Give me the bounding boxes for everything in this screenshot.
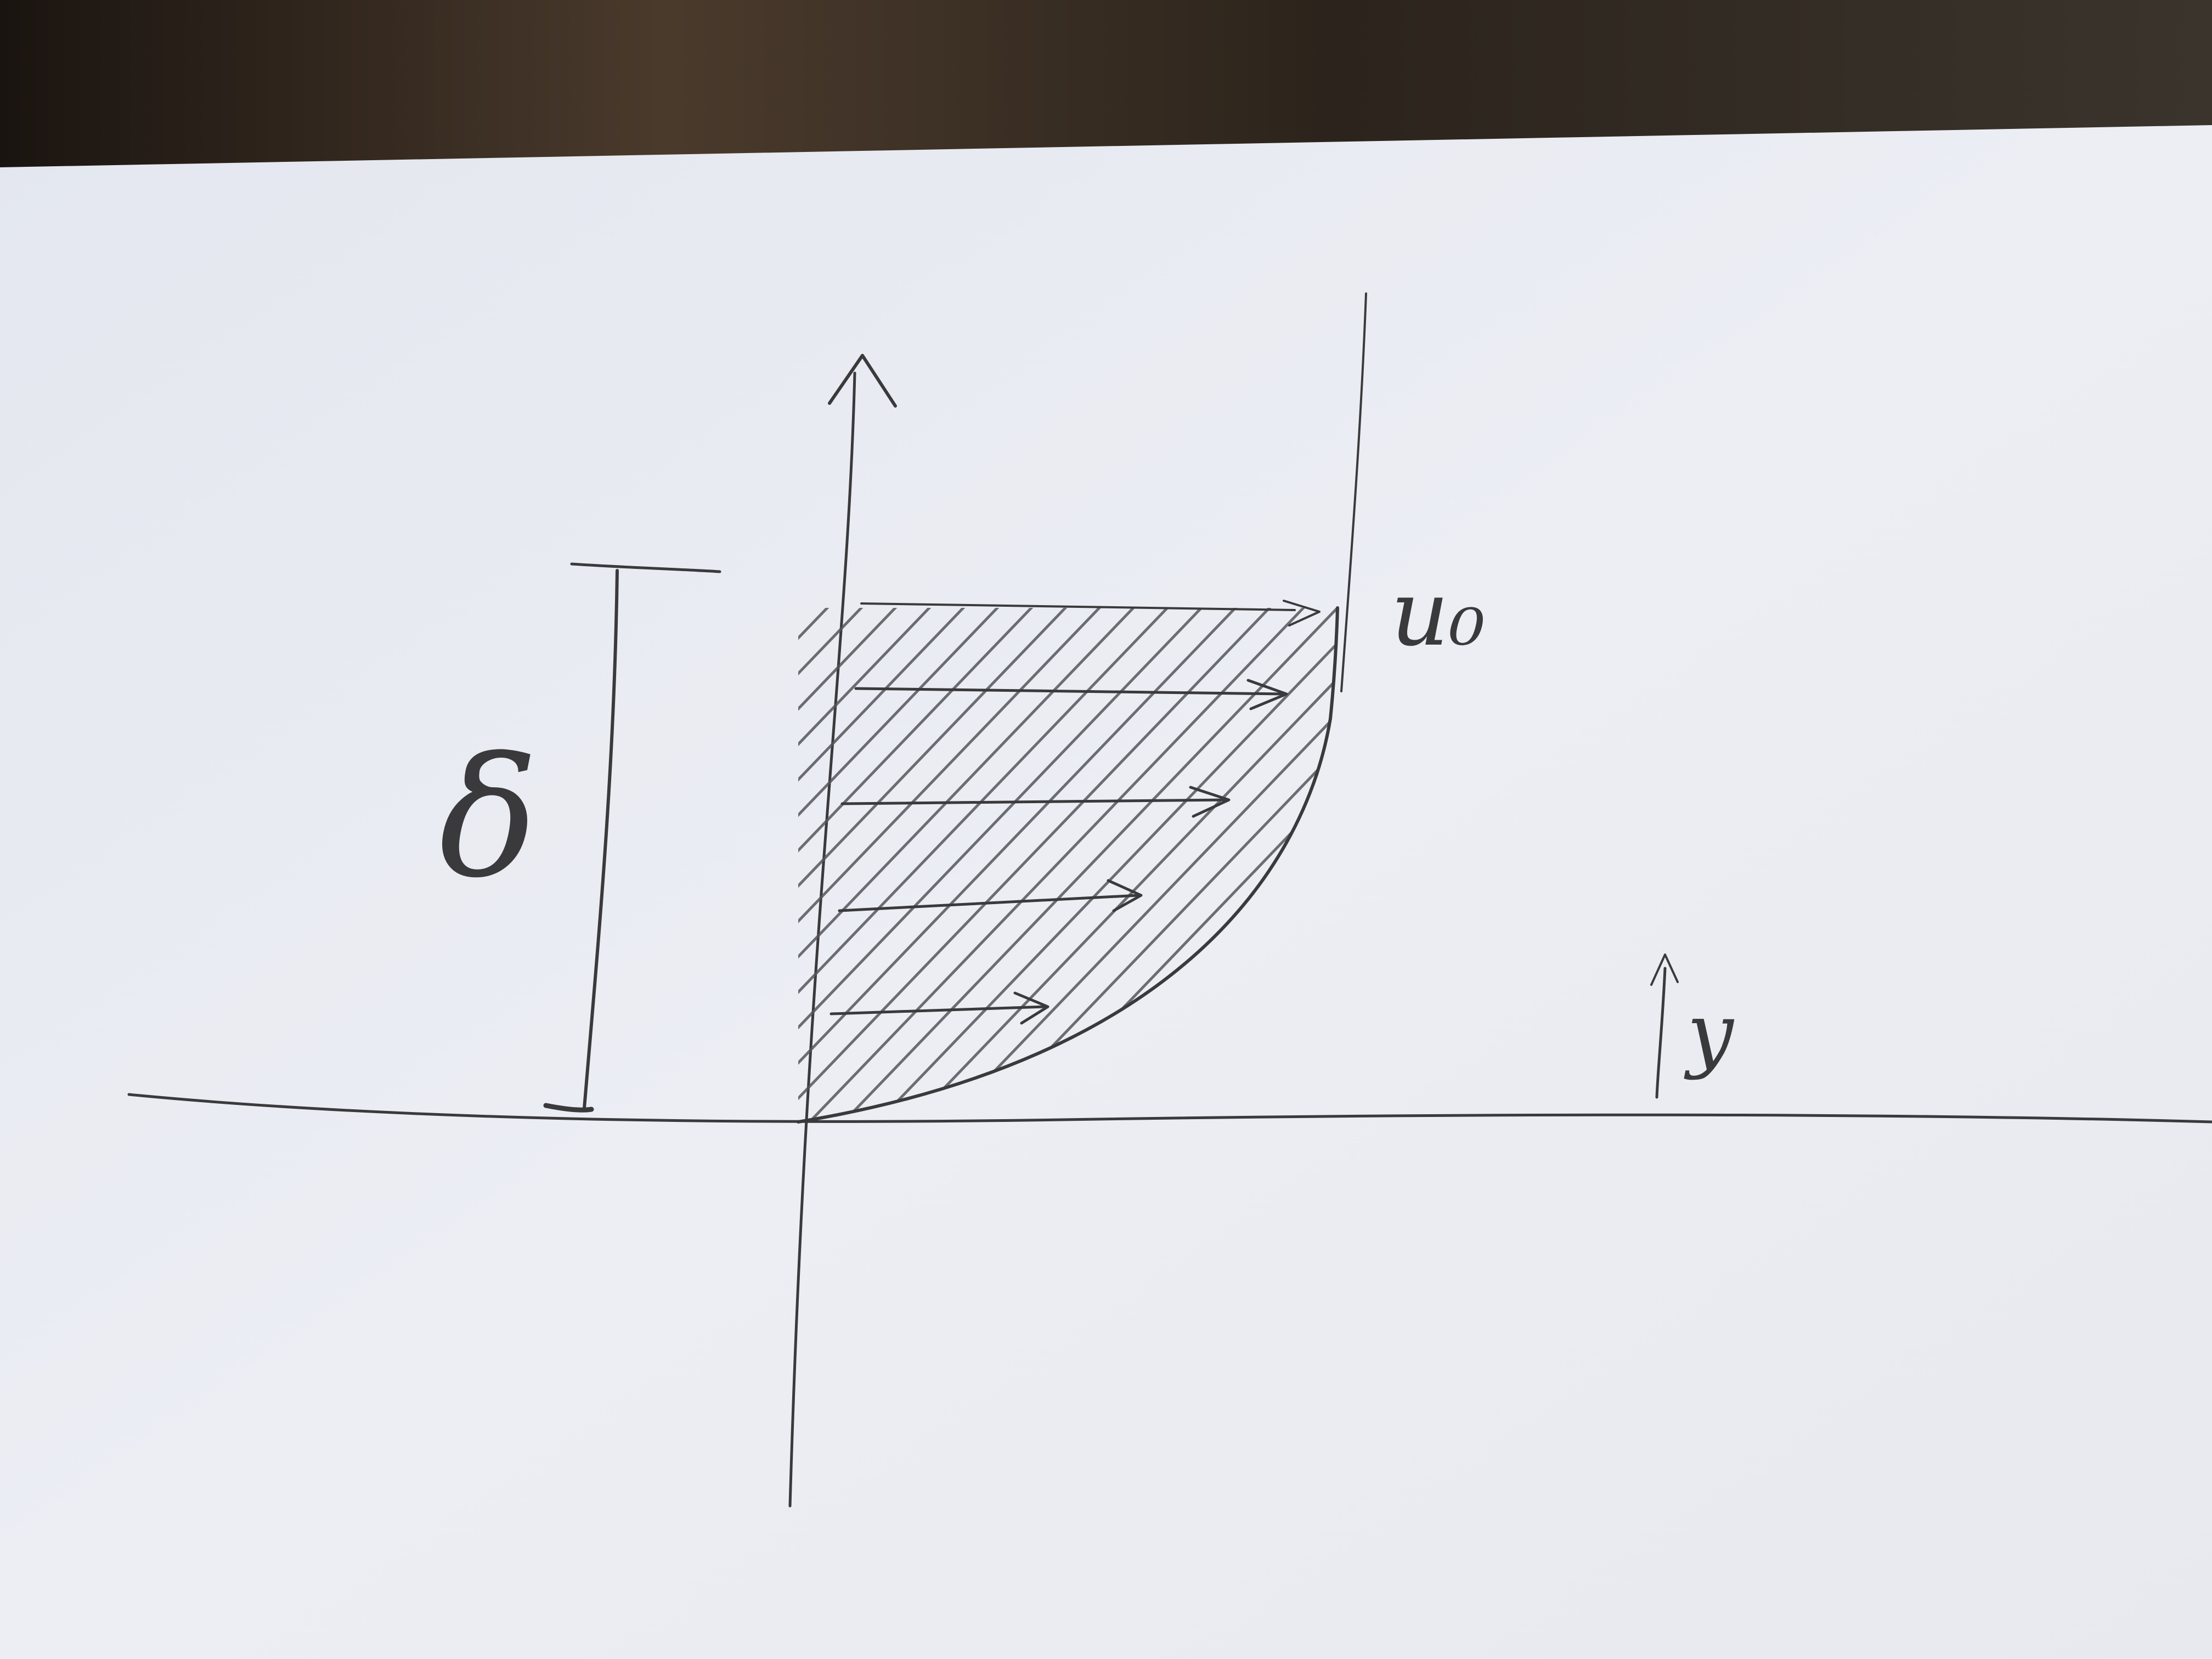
hatch-stroke (798, 608, 1296, 1122)
velocity-arrow (830, 991, 1049, 1025)
freestream-velocity-label: u₀ (1391, 561, 1485, 666)
hatch-stroke (798, 608, 1330, 1122)
hatch-stroke (798, 608, 1024, 1122)
vertical-axis-line (788, 371, 856, 1508)
thickness-bracket (543, 562, 721, 1113)
profile-top-arrowhead (1283, 600, 1321, 627)
y-direction-arrow (1650, 953, 1679, 1099)
hatch-stroke (798, 608, 1194, 1122)
hatch-stroke (798, 608, 1160, 1122)
hatch-stroke (823, 608, 1338, 1122)
hatch-stroke (798, 608, 1262, 1122)
velocity-arrows (830, 679, 1288, 1025)
velocity-arrow (838, 879, 1143, 912)
y-axis-label: y (1684, 986, 1735, 1081)
velocity-arrow (840, 786, 1231, 818)
thickness-symbol-label: δ (439, 723, 538, 914)
profile-top-line (860, 602, 1296, 611)
hatch-stroke (798, 608, 1092, 1122)
velocity-arrow (854, 679, 1288, 710)
hatch-stroke (798, 608, 990, 1122)
hatch-stroke (798, 608, 922, 1122)
wall-line (127, 1093, 2212, 1124)
paper-sheet (0, 125, 2212, 1659)
freestream-boundary-line (1340, 292, 1367, 692)
hatch-stroke (798, 608, 956, 1122)
hatch-stroke (891, 608, 1338, 1122)
hatch-stroke (798, 608, 1058, 1122)
hatch-stroke (857, 608, 1338, 1122)
hatch-stroke (798, 608, 1126, 1122)
hatch-stroke (926, 608, 1338, 1122)
hatch-stroke (798, 608, 1228, 1122)
velocity-profile-curve (797, 606, 1339, 1124)
vertical-axis-arrowhead (828, 354, 897, 408)
